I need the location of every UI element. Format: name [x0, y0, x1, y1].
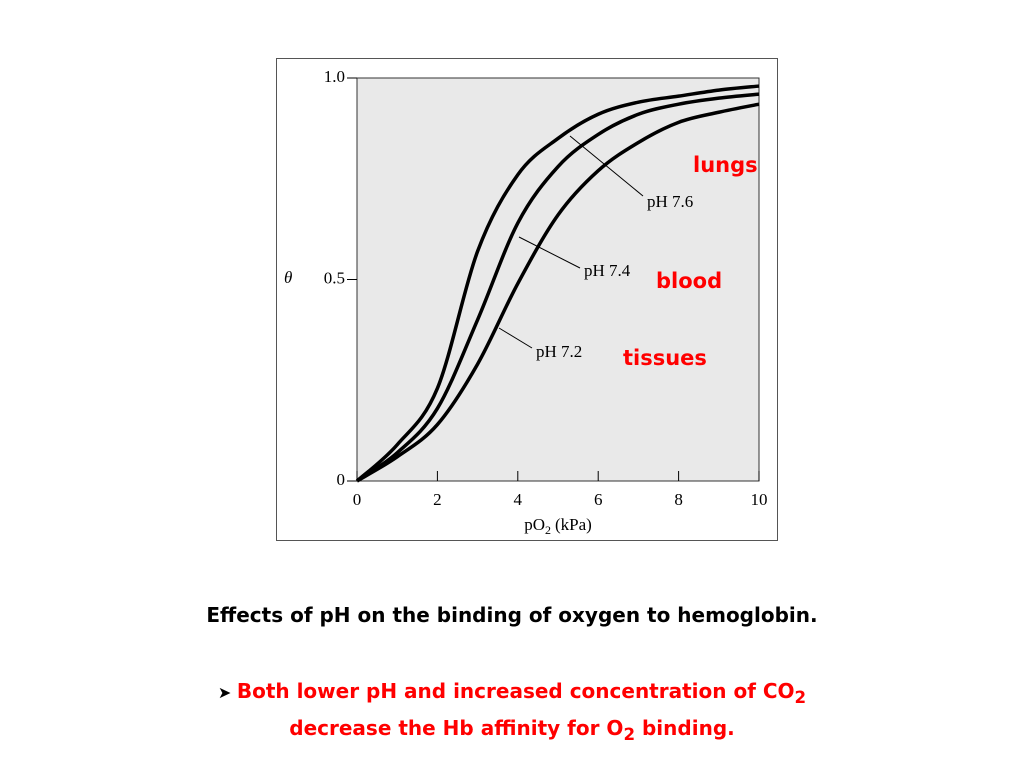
leader-line — [498, 327, 533, 349]
series-label: pH 7.2 — [536, 342, 582, 361]
subscript: 2 — [623, 725, 636, 744]
y-axis-label: θ — [284, 268, 292, 287]
x-axis-label: pO2 (kPa) — [524, 515, 592, 537]
annotation: blood — [656, 269, 722, 293]
bullet-text: Both lower pH and increased concentratio… — [236, 679, 795, 703]
caption: Effects of pH on the binding of oxygen t… — [206, 603, 818, 627]
bullet-text: decrease the Hb affinity for O — [289, 716, 624, 740]
y-tick-label: 1.0 — [324, 67, 345, 86]
series-label: pH 7.4 — [584, 261, 631, 280]
line-series — [355, 92, 760, 483]
bullet-text: binding. — [635, 716, 735, 740]
series-label: pH 7.6 — [647, 192, 693, 211]
x-tick-label: 0 — [353, 490, 362, 509]
subscript: 2 — [794, 688, 807, 707]
x-tick-label: 4 — [514, 490, 523, 509]
x-tick-label: 6 — [594, 490, 603, 509]
annotation: tissues — [623, 346, 707, 370]
y-tick-label: 0.5 — [324, 268, 345, 287]
x-tick-label: 10 — [751, 490, 768, 509]
chart: θ pO2 (kPa) pH 7.6 pH 7.4 pH 7.2 lungs bl… — [276, 58, 778, 541]
line-series — [356, 102, 760, 483]
leader-line — [518, 236, 581, 269]
x-label-sub: 2 — [545, 523, 551, 537]
x-tick-label: 8 — [674, 490, 683, 509]
line-series — [355, 84, 760, 483]
x-tick-label: 2 — [433, 490, 442, 509]
bullet-marker: ➤ — [217, 683, 237, 702]
bullet: ➤ Both lower pH and increased concentrat… — [0, 676, 1024, 750]
x-label-text: pO — [524, 515, 545, 534]
x-label-unit: (kPa) — [555, 515, 592, 534]
y-tick-label: 0 — [337, 470, 346, 489]
annotation: lungs — [693, 153, 758, 177]
